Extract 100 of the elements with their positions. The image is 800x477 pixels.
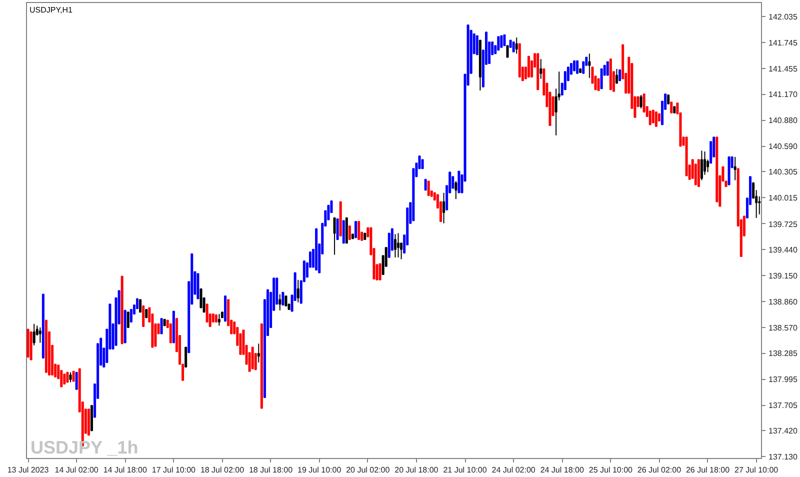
candlestick [336,218,339,240]
candlestick [354,221,358,238]
candlestick [606,61,609,76]
candlestick [454,180,458,200]
y-tick-label: 140.305 [768,168,798,177]
y-tick-label: 140.015 [768,194,798,203]
candlestick [700,150,703,181]
candlestick [618,69,622,82]
candlestick [130,308,132,323]
y-tick-label: 141.455 [768,64,798,74]
candlestick [642,94,646,113]
x-tick-label: 13 Jul 2023 [7,466,50,474]
candlestick [69,372,72,383]
candlestick [284,296,288,306]
y-tick-label: 138.860 [768,297,798,306]
y-tick-label: 140.590 [768,142,798,152]
candlestick [573,60,576,72]
candlestick [512,41,515,52]
candlestick [282,292,284,306]
candlestick [654,112,658,127]
y-tick-label: 139.440 [768,245,798,254]
candlestick [497,36,500,51]
candlestick [139,299,142,313]
candlestick [296,279,300,303]
y-tick-label: 137.995 [768,375,798,384]
candlestick [588,53,591,78]
annotation: USDJPY _1h [30,438,138,458]
y-tick-label: 137.705 [768,401,798,410]
y-tick-label: 137.130 [768,452,798,462]
y-tick-label: 137.420 [768,426,798,436]
candlestick [396,232,400,258]
candlestick [582,61,585,74]
candlestick [500,35,503,48]
candlestick [75,372,78,390]
candlestick [206,304,208,323]
candlestick [503,34,506,46]
y-tick-label: 140.880 [768,116,798,126]
y-tick-label: 138.570 [768,323,798,332]
candlestick [734,156,736,181]
candlestick [32,323,36,346]
y-tick-label: 138.285 [768,349,798,358]
candlestick [394,234,396,258]
candlestick [576,60,579,74]
x-tick-label: 24 Jul 02:00 [492,466,536,474]
candlestick [66,372,69,383]
candlestick [126,312,130,328]
candlestick [515,37,518,54]
candlestick [506,45,509,58]
x-tick-label: 24 Jul 18:00 [540,466,584,474]
candlestick [442,192,446,224]
candlestick [540,58,542,80]
candlestick [758,196,761,215]
x-tick-label: 19 Jul 10:00 [298,466,342,474]
candlestick [251,346,254,370]
candlestick [358,221,360,240]
x-tick-label: 20 Jul 18:00 [394,466,439,474]
x-tick-label: 27 Jul 10:00 [734,466,779,474]
x-tick-label: 20 Jul 02:00 [346,466,390,474]
chart-title: USDJPY,H1 [30,6,74,14]
candlestick [597,78,600,91]
x-tick-label: 25 Jul 10:00 [588,466,634,474]
x-tick-label: 14 Jul 02:00 [54,466,99,474]
y-tick-label: 141.745 [768,38,798,48]
candlestick [278,294,282,311]
x-tick-label: 18 Jul 02:00 [200,466,245,474]
candlestick [378,263,382,280]
candlestick [600,68,603,90]
candlestick [218,313,220,326]
candlestick [38,326,42,344]
y-tick-label: 139.150 [768,271,798,280]
candlestick [427,180,430,196]
candlestick [63,374,66,384]
x-tick-label: 18 Jul 18:00 [248,466,294,474]
candlestick [160,318,163,334]
x-tick-label: 21 Jul 10:00 [443,466,488,474]
candlestick [458,170,460,194]
candlestick [200,288,202,308]
y-tick-label: 139.725 [768,220,798,229]
candlestick [342,220,345,244]
candlestick [169,323,172,344]
y-tick-label: 142.035 [768,12,798,22]
candlestick [142,305,145,328]
candlestick [257,343,260,363]
candlestick [527,56,530,78]
candlestick [72,370,75,382]
candlestick [184,346,188,368]
y-tick-label: 141.170 [768,90,798,100]
x-tick-label: 26 Jul 02:00 [637,466,682,474]
candlestick [652,110,654,124]
candlestick [333,217,336,256]
candlestick [348,226,351,240]
candlestick [640,94,642,109]
candlestick [706,159,710,173]
candlestick [424,178,427,191]
candlestick [703,151,706,176]
candlestick [476,35,478,56]
x-tick-label: 17 Jul 10:00 [152,466,196,474]
candlestick [615,68,618,84]
candlestick [670,102,673,114]
x-tick-label: 26 Jul 18:00 [686,466,730,474]
